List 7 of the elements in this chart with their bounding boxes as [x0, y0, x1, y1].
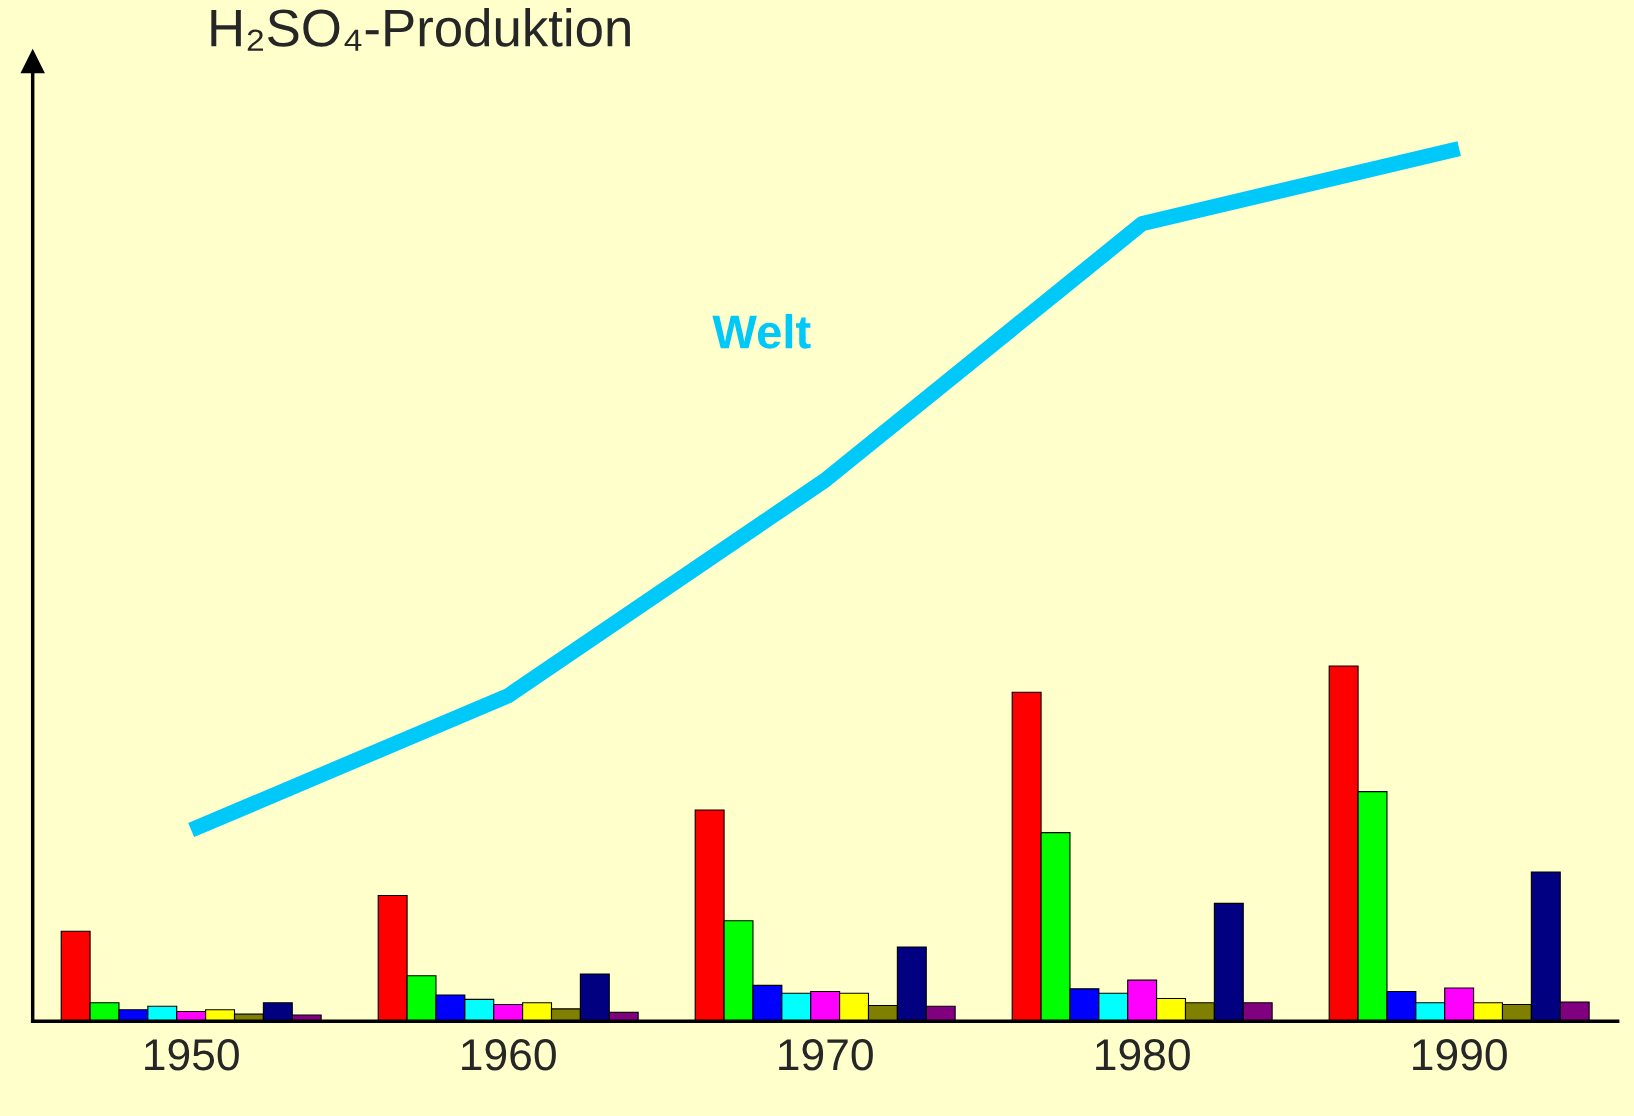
- x-tick-label: 1990: [1413, 1038, 1507, 1071]
- x-tick-label: 1950: [145, 1038, 239, 1071]
- x-tick-label: 1980: [1096, 1038, 1190, 1071]
- x-tick-label: 1960: [462, 1038, 556, 1071]
- chart-title: H₂SO₄-Produktion: [211, 7, 630, 51]
- x-tick-label: 1970: [779, 1038, 873, 1071]
- text: Welt: [712, 314, 811, 349]
